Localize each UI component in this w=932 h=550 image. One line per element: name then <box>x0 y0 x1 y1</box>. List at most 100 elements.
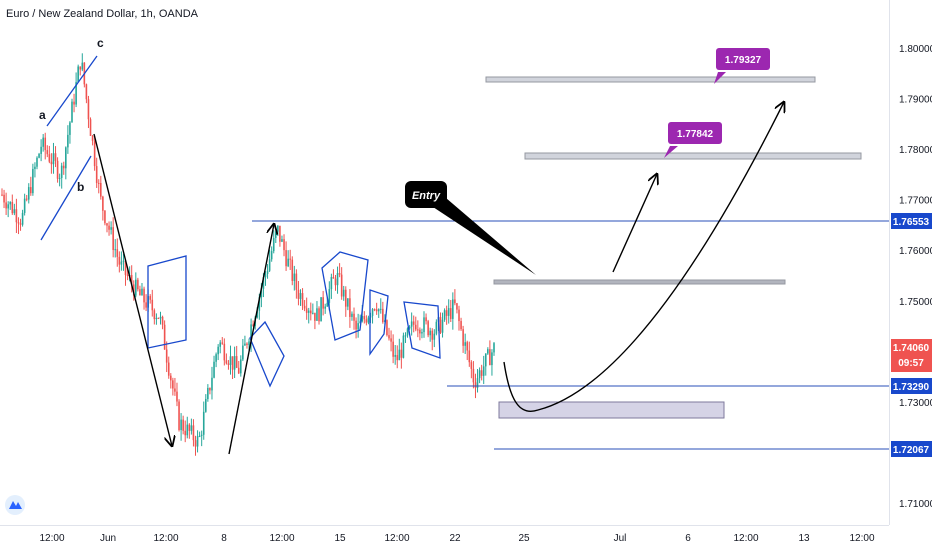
candle-body <box>225 360 228 364</box>
candle-body <box>478 370 481 379</box>
demand-zone[interactable] <box>498 401 725 419</box>
candle-body <box>85 84 88 100</box>
candle-body <box>435 321 438 334</box>
candle-body <box>159 316 162 319</box>
candle-body <box>262 277 265 289</box>
candle-body <box>305 308 308 313</box>
candle-body <box>227 363 230 365</box>
candle-body <box>344 289 347 307</box>
candle-body <box>279 225 281 242</box>
candle-body <box>421 332 423 334</box>
candle-body <box>466 342 469 351</box>
candle-body <box>423 317 425 333</box>
candle-body <box>217 346 219 355</box>
entry-label: Entry <box>412 190 441 202</box>
candle-body <box>204 399 207 412</box>
candle-body <box>97 182 100 184</box>
entry-callout[interactable] <box>405 181 447 208</box>
candle-body <box>349 298 351 317</box>
candle-body <box>102 196 104 211</box>
price-tick-label: 1.80000 <box>899 44 932 55</box>
candle-body <box>464 342 466 346</box>
candle-body <box>135 279 137 296</box>
target-badge-2[interactable] <box>668 122 722 144</box>
candle-body <box>277 225 279 232</box>
candle-body <box>120 261 123 265</box>
candle-body <box>489 349 491 366</box>
time-tick-label: 12:00 <box>733 533 758 544</box>
candle-body <box>297 289 300 299</box>
candle-body <box>480 370 483 376</box>
candle-body <box>79 66 82 70</box>
candle-body <box>9 202 12 205</box>
candle-body <box>118 256 121 265</box>
candle-body <box>244 343 246 346</box>
candle-body <box>114 249 117 251</box>
entry-zone[interactable] <box>493 279 786 285</box>
candle-body <box>303 305 306 309</box>
candle-body <box>213 361 215 378</box>
candle-body <box>122 260 125 262</box>
candle-body <box>390 338 392 342</box>
candle-body <box>141 288 143 296</box>
candle-body <box>312 312 314 314</box>
candle-body <box>100 182 102 197</box>
candle-body <box>167 362 170 376</box>
candle-body <box>408 326 411 329</box>
candle-body <box>180 419 182 431</box>
candle-body <box>340 274 343 297</box>
candle-body <box>359 321 361 324</box>
candle-body <box>211 377 213 391</box>
candle-body <box>256 310 259 318</box>
candle-body <box>5 202 7 209</box>
candle-body <box>484 353 487 367</box>
candle-body <box>392 341 394 357</box>
support-2-price-badge <box>891 441 932 457</box>
candle-body <box>470 362 473 369</box>
price-axis[interactable]: 1.80000 1.79000 1.78000 1.77000 1.76000 1.750… <box>899 44 932 510</box>
flag-box-4 <box>369 289 389 357</box>
projection-curve <box>503 102 784 412</box>
candle-body <box>15 209 18 223</box>
candle-body <box>472 368 475 383</box>
candle-body <box>143 288 145 303</box>
arrow-up-1 <box>228 224 274 455</box>
candle-body <box>476 378 479 388</box>
candle-body <box>124 260 127 275</box>
candle-body <box>36 157 38 167</box>
target-badge-1[interactable] <box>716 48 770 70</box>
candle-body <box>182 419 184 431</box>
candle-body <box>373 309 376 311</box>
candle-body <box>336 273 339 286</box>
candle-body <box>252 324 254 326</box>
target-zone-2[interactable] <box>524 152 862 160</box>
target-zone-1[interactable] <box>485 76 816 83</box>
target-badge-1-pointer <box>714 72 726 84</box>
candle-body <box>192 425 195 441</box>
time-tick-label: 22 <box>449 533 461 544</box>
candle-body <box>270 251 273 260</box>
candle-body <box>332 277 335 279</box>
candle-body <box>93 140 96 167</box>
candle-body <box>379 308 382 310</box>
candle-body <box>81 62 84 70</box>
entry-callout-pointer <box>430 198 536 275</box>
candle-body <box>54 153 57 161</box>
candle-body <box>42 137 44 147</box>
candle-body <box>87 99 90 120</box>
candle-body <box>89 119 92 136</box>
flag-box-1 <box>147 255 187 349</box>
candle-body <box>404 335 407 337</box>
candle-body <box>58 177 61 179</box>
time-axis[interactable]: 12:00 Jun 12:00 8 12:00 15 12:00 22 25 Jul 6 12:00 1… <box>39 533 874 544</box>
target-badge-1-label: 1.79327 <box>725 55 762 66</box>
candle-body <box>19 223 22 225</box>
candle-body <box>365 319 368 323</box>
candle-body <box>38 153 40 158</box>
support-1-price-badge <box>891 378 932 394</box>
chart-title: Euro / New Zealand Dollar, 1h, OANDA <box>6 8 198 20</box>
candle-body <box>151 299 154 311</box>
candle-body <box>198 435 201 437</box>
current-price-label: 1.74060 <box>893 343 930 354</box>
